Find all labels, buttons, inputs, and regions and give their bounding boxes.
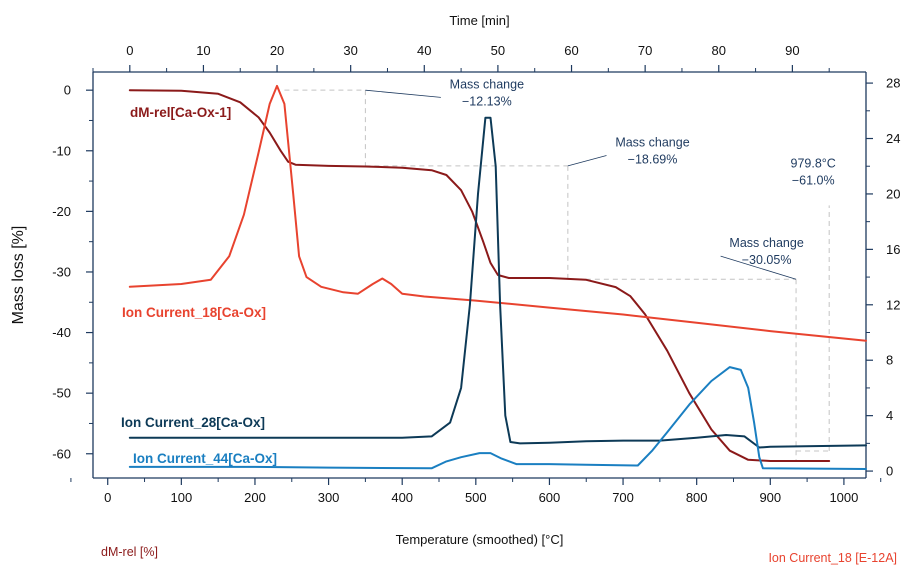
top-tick-label: 60 <box>564 43 578 58</box>
top-tick-label: 80 <box>712 43 726 58</box>
series-line <box>128 366 867 470</box>
y-tick-label: 0 <box>64 83 71 98</box>
annotation-title: Mass change <box>450 77 524 91</box>
end-value-label: −61.0% <box>792 174 835 188</box>
annotation-guides <box>284 89 830 462</box>
y-tick-label: -60 <box>52 446 71 461</box>
y-axis-title: Mass loss [%] <box>10 226 27 325</box>
x-tick-label: 300 <box>318 490 340 505</box>
right-tick-label: 12 <box>886 297 900 312</box>
x-tick-label: 200 <box>244 490 266 505</box>
y-tick-label: -30 <box>52 264 71 279</box>
annotation-leader <box>365 89 441 98</box>
x-tick-label: 700 <box>612 490 634 505</box>
annotation-value: −18.69% <box>628 153 678 167</box>
right-tick-label: 8 <box>886 353 893 368</box>
x-tick-label: 0 <box>104 490 111 505</box>
x-tick-label: 900 <box>759 490 781 505</box>
right-tick-label: 20 <box>886 186 900 201</box>
bottom-right-axis-label: Ion Current_18 [E-12A] <box>768 551 897 565</box>
right-tick-label: 24 <box>886 131 900 146</box>
y-tick-label: -50 <box>52 386 71 401</box>
annotation-leader <box>567 155 607 167</box>
top-tick-label: 0 <box>126 43 133 58</box>
series-line <box>128 84 867 342</box>
x-axis-title: Temperature (smoothed) [°C] <box>396 532 564 547</box>
series-label: dM-rel[Ca-Ox-1] <box>130 105 231 120</box>
top-axis-title: Time [min] <box>449 13 509 28</box>
series-label: Ion Current_18[Ca-Ox] <box>122 305 266 320</box>
series-line <box>128 116 867 449</box>
annotation-title: Mass change <box>615 136 689 150</box>
series-lines <box>128 84 867 470</box>
chart-labels: Mass change −12.13% Mass change −18.69% Mass… <box>121 77 836 466</box>
x-tick-label: 600 <box>539 490 561 505</box>
x-tick-label: 400 <box>391 490 413 505</box>
series-label: Ion Current_44[Ca-Ox] <box>133 451 277 466</box>
right-tick-label: 4 <box>886 408 893 423</box>
top-tick-label: 40 <box>417 43 431 58</box>
top-tick-label: 50 <box>491 43 505 58</box>
end-temperature-label: 979.8°C <box>791 157 836 171</box>
x-tick-label: 100 <box>170 490 192 505</box>
top-tick-label: 70 <box>638 43 652 58</box>
x-tick-label: 1000 <box>829 490 858 505</box>
y-tick-label: -20 <box>52 204 71 219</box>
right-tick-label: 0 <box>886 464 893 479</box>
series-label: Ion Current_28[Ca-Ox] <box>121 415 265 430</box>
top-tick-label: 90 <box>785 43 799 58</box>
bottom-left-axis-label: dM-rel [%] <box>101 545 158 559</box>
y-tick-label: -10 <box>52 143 71 158</box>
top-tick-label: 10 <box>196 43 210 58</box>
y-tick-label: -40 <box>52 325 71 340</box>
top-tick-label: 30 <box>343 43 357 58</box>
x-tick-label: 800 <box>686 490 708 505</box>
annotation-leader <box>720 255 797 280</box>
top-tick-label: 20 <box>270 43 284 58</box>
annotation-value: −12.13% <box>462 94 512 108</box>
x-tick-label: 500 <box>465 490 487 505</box>
annotation-title: Mass change <box>729 236 803 250</box>
series-line <box>128 89 831 462</box>
annotation-value: −30.05% <box>742 253 792 267</box>
right-tick-label: 16 <box>886 242 900 257</box>
right-tick-label: 28 <box>886 76 900 91</box>
